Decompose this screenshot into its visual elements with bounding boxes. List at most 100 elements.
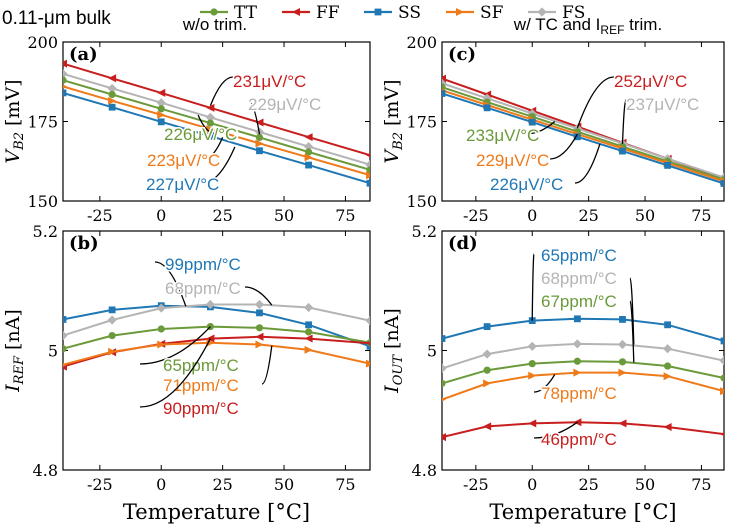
- legend-item-ff: FF: [282, 3, 340, 23]
- legend-label: FS: [562, 3, 585, 23]
- legend-item-fs: FS: [528, 3, 585, 23]
- data-point: [63, 59, 67, 68]
- data-point: [366, 179, 370, 187]
- data-point: [305, 321, 312, 329]
- data-point: [573, 368, 582, 377]
- data-point: [442, 335, 446, 342]
- data-point: [63, 345, 67, 353]
- data-point: [157, 118, 165, 126]
- data-point: [157, 110, 166, 119]
- x-tick-label: 75: [691, 206, 711, 225]
- data-point: [205, 299, 215, 310]
- annotation-label: 65ppm/°C: [541, 246, 617, 265]
- data-point: [256, 147, 263, 155]
- data-point: [205, 112, 215, 122]
- data-point: [304, 142, 314, 152]
- x-tick-label: 25: [578, 206, 598, 225]
- legend-marker: [210, 8, 218, 16]
- data-point: [304, 345, 313, 354]
- annotation-leader: [629, 277, 635, 345]
- annotation-fs: 68ppm/°C: [164, 278, 273, 306]
- data-point: [108, 347, 117, 356]
- annotation-ss: 99ppm/°C: [154, 254, 242, 307]
- panel-a: -25 0 25 50 75 150 175 200 VB2 [mV] (a) w/o trim. 2…: [2, 15, 371, 225]
- x-tick-label: 50: [274, 206, 294, 225]
- data-point: [442, 90, 446, 97]
- x-tick-label: 0: [527, 475, 537, 494]
- y-tick-label: 150: [27, 192, 58, 211]
- data-point: [572, 339, 582, 349]
- annotation-label: 231μV/°C: [233, 72, 306, 91]
- series-fs: [63, 69, 370, 170]
- x-tick-label: 25: [578, 475, 598, 494]
- data-point: [206, 132, 214, 140]
- data-point: [573, 357, 581, 365]
- legend-item-ss: SS: [364, 3, 421, 23]
- data-point: [157, 105, 165, 113]
- data-point: [206, 119, 214, 127]
- data-point: [366, 153, 370, 158]
- data-point: [156, 98, 166, 108]
- data-point: [206, 334, 215, 343]
- annotation-label: 227μV/°C: [146, 175, 219, 194]
- data-point: [304, 302, 314, 313]
- data-point: [483, 422, 492, 431]
- panel-label: (c): [448, 44, 476, 65]
- x-tick-label: 75: [691, 475, 711, 494]
- annotation-leader: [202, 146, 236, 184]
- series-tt: [442, 357, 724, 387]
- annotation-label: 223μV/°C: [147, 151, 220, 170]
- y-tick-label: 200: [406, 33, 437, 52]
- data-point: [442, 363, 447, 374]
- data-point: [528, 317, 536, 325]
- panel-label: (b): [69, 233, 99, 254]
- x-tick-label: 0: [156, 206, 166, 225]
- annotation-ff: 231μV/°C: [209, 71, 308, 106]
- legend-label: SF: [480, 3, 504, 23]
- y-axis-label: VB2 [mV]: [381, 79, 406, 163]
- annotation-leader: [531, 253, 535, 321]
- data-point: [442, 433, 446, 442]
- data-point: [304, 153, 313, 162]
- data-point: [720, 387, 724, 396]
- panel-label: (a): [69, 44, 98, 65]
- data-point: [63, 330, 68, 341]
- x-tick-label: 75: [335, 475, 355, 494]
- data-point: [366, 359, 370, 368]
- data-point: [664, 321, 671, 329]
- data-point: [483, 104, 491, 112]
- annotation-leader: [261, 345, 273, 385]
- series-sf: [442, 368, 724, 402]
- plot-area: [63, 59, 370, 187]
- panel-label: (d): [448, 233, 478, 254]
- annotation-leader: [533, 421, 578, 439]
- annotation-sf: 71ppm/°C: [162, 345, 273, 397]
- annotation-label: 226μV/°C: [164, 125, 237, 144]
- data-point: [442, 397, 446, 402]
- legend-label: SS: [398, 3, 421, 23]
- x-tick-label: 50: [635, 475, 655, 494]
- y-tick-label: 150: [406, 192, 437, 211]
- x-axis-label: Temperature [°C]: [123, 500, 310, 524]
- annotation-tt: 233μV/°C: [465, 121, 556, 147]
- y-axis-label: IREF [nA]: [2, 309, 27, 393]
- data-point: [107, 315, 117, 325]
- data-point: [255, 324, 264, 332]
- process-label: 0.11-μm bulk: [2, 8, 111, 29]
- legend-marker: [456, 8, 464, 16]
- x-tick-label: 0: [527, 206, 537, 225]
- legend-marker: [292, 8, 300, 16]
- annotation-leader: [247, 99, 261, 135]
- data-point: [157, 340, 166, 349]
- series-fs: [442, 339, 724, 374]
- annotation-ss: 227μV/°C: [145, 146, 236, 196]
- legend-item-tt: TT: [200, 3, 258, 23]
- annotation-sf: 229μV/°C: [475, 133, 578, 172]
- x-tick-label: -25: [463, 475, 489, 494]
- panel-title: w/o trim.: [182, 15, 247, 34]
- data-point: [366, 342, 370, 350]
- y-tick-label: 5: [48, 342, 58, 361]
- annotation-label: 68ppm/°C: [165, 279, 241, 298]
- data-point: [528, 371, 537, 380]
